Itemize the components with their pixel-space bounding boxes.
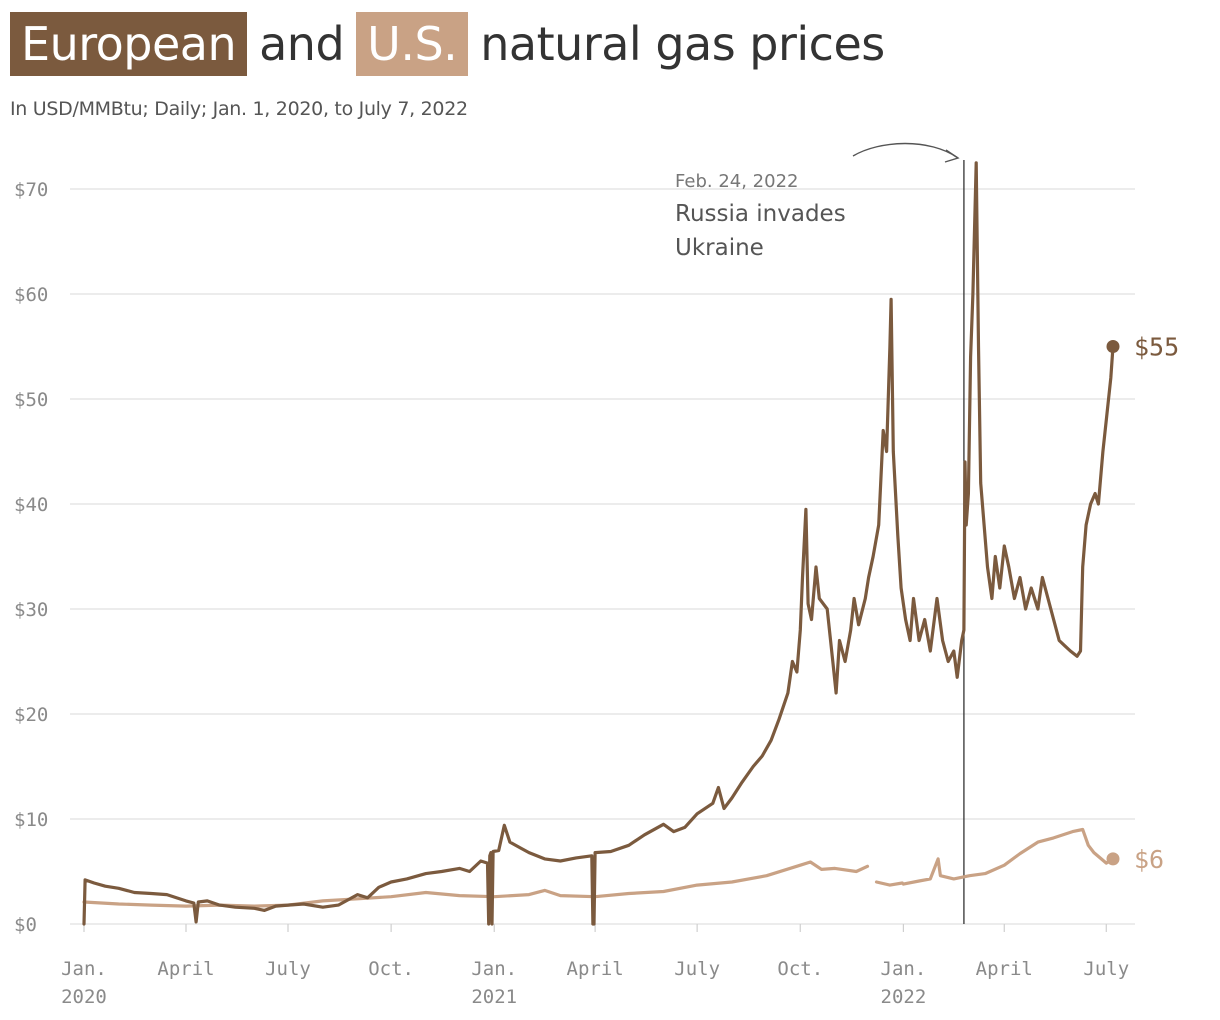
x-tick-year-label: 2022 bbox=[881, 986, 927, 1008]
european-end-label: $55 bbox=[1134, 333, 1179, 362]
x-tick-label: Jan. bbox=[61, 958, 107, 980]
annotation-arrowhead bbox=[944, 149, 960, 163]
invasion-annotation: Feb. 24, 2022 Russia invades Ukraine bbox=[675, 142, 965, 924]
x-tick-label: April bbox=[157, 958, 214, 980]
chart-subtitle: In USD/MMBtu; Daily; Jan. 1, 2020, to Ju… bbox=[10, 98, 468, 120]
x-tick-label: July bbox=[674, 958, 720, 980]
x-tick-year-label: 2020 bbox=[61, 986, 107, 1008]
us-end-label: $6 bbox=[1134, 845, 1164, 874]
x-tick-label: Oct. bbox=[777, 958, 823, 980]
title-europe-highlight: European bbox=[10, 12, 248, 76]
end-labels: $55 $6 bbox=[1106, 333, 1179, 874]
gridlines bbox=[70, 188, 1135, 925]
x-tick-year-label: 2021 bbox=[471, 986, 517, 1008]
us-price-line bbox=[82, 827, 1115, 908]
annotation-date: Feb. 24, 2022 bbox=[675, 171, 798, 192]
y-tick-label: $70 bbox=[14, 179, 48, 201]
x-tick-label: Oct. bbox=[368, 958, 414, 980]
x-tick-label: April bbox=[567, 958, 624, 980]
y-tick-label: $20 bbox=[14, 704, 48, 726]
european-price-line bbox=[82, 161, 1115, 926]
chart-title: European and U.S. natural gas prices bbox=[10, 12, 897, 76]
annotation-text-line1: Russia invades bbox=[675, 201, 846, 227]
title-rest: natural gas prices bbox=[480, 17, 885, 71]
y-tick-label: $40 bbox=[14, 494, 48, 516]
series-lines bbox=[82, 161, 1115, 926]
european-end-dot bbox=[1106, 340, 1120, 353]
us-end-dot bbox=[1106, 852, 1120, 866]
y-axis: $0 $10 $20 $30 $40 $50 $60 $70 bbox=[14, 179, 48, 936]
y-tick-label: $10 bbox=[14, 809, 48, 831]
y-tick-label: $0 bbox=[14, 914, 37, 936]
annotation-arrow bbox=[852, 142, 959, 159]
y-tick-label: $50 bbox=[14, 389, 48, 411]
y-tick-label: $30 bbox=[14, 599, 48, 621]
title-and: and bbox=[259, 17, 345, 71]
x-axis: Jan. 2020 April July Oct. Jan. 2021 April July Oc… bbox=[61, 924, 1129, 1008]
x-tick-label: July bbox=[1083, 958, 1129, 980]
x-tick-label: July bbox=[265, 958, 311, 980]
title-us-highlight: U.S. bbox=[356, 12, 469, 76]
x-tick-label: Jan. bbox=[881, 958, 927, 980]
x-tick-label: April bbox=[976, 958, 1033, 980]
x-tick-label: Jan. bbox=[471, 958, 517, 980]
annotation-text-line2: Ukraine bbox=[675, 235, 764, 261]
y-tick-label: $60 bbox=[14, 284, 48, 306]
